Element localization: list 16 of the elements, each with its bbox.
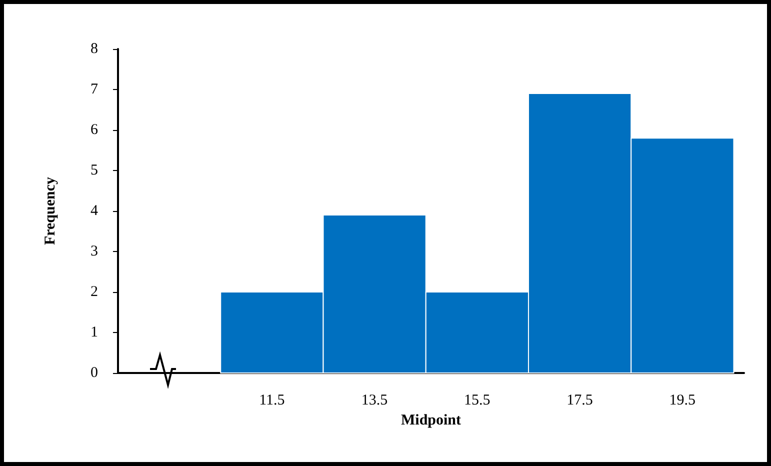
x-axis-title: Midpoint	[400, 412, 462, 428]
y-tick-label: 7	[90, 82, 98, 98]
y-tick-label: 6	[90, 122, 98, 138]
y-tick-label: 8	[90, 41, 98, 57]
x-tick-label: 13.5	[361, 392, 388, 408]
y-axis-title: Frequency	[42, 176, 58, 246]
x-tick-label: 17.5	[566, 392, 593, 408]
x-tick-label: 11.5	[259, 392, 285, 408]
x-tick-label: 15.5	[464, 392, 490, 408]
y-tick-label: 2	[90, 284, 98, 300]
y-tick-label: 0	[90, 365, 98, 381]
y-tick-label: 1	[90, 324, 98, 340]
y-tick-label: 3	[90, 244, 98, 260]
y-tick-label: 5	[90, 162, 98, 178]
y-tick-label: 4	[90, 203, 98, 219]
x-tick-label: 19.5	[669, 392, 696, 408]
